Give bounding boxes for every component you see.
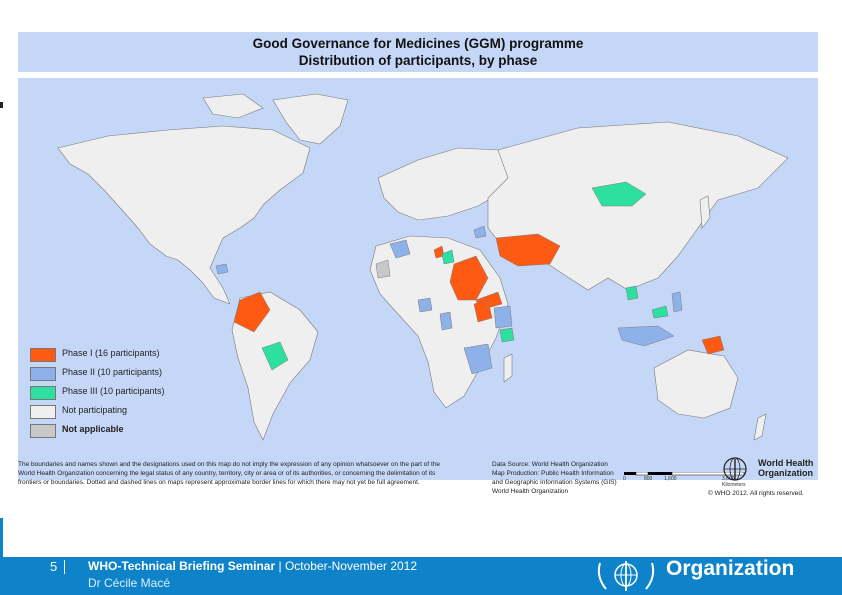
map-notes: The boundaries and names shown and the d… — [18, 457, 818, 508]
footer-who-logo: Organization — [594, 557, 834, 595]
who-emblem-icon — [723, 457, 747, 481]
slide-number: 5 — [50, 559, 58, 574]
africa — [369, 235, 509, 409]
phase3-kenya — [499, 327, 515, 343]
legend-label-not-participating: Not participating — [62, 405, 128, 415]
data-source-line-1: Data Source: World Health Organization — [492, 461, 608, 468]
legend-item-not-applicable: Not applicable — [30, 424, 230, 438]
phase2-mozambique — [463, 343, 493, 375]
who-name-line-1: World Health — [758, 458, 814, 468]
legend-item-phase3: Phase III (10 participants) — [30, 386, 230, 400]
phase2-armenia — [473, 225, 487, 239]
map-disclaimer: The boundaries and names shown and the d… — [18, 461, 441, 486]
madagascar — [503, 353, 513, 383]
scale-label-800: 800 — [644, 476, 653, 482]
phase1-sudan — [473, 299, 493, 323]
phase3-jordan — [441, 249, 455, 265]
legend-swatch-phase1 — [30, 348, 56, 362]
phase2-philippines — [671, 291, 683, 313]
phase3-mongolia — [591, 181, 647, 207]
map-subtitle: Distribution of participants, by phase — [298, 53, 538, 68]
legend-item-phase2: Phase II (10 participants) — [30, 367, 230, 381]
footer-accent-bar — [0, 518, 3, 558]
legend-swatch-not-participating — [30, 405, 56, 419]
legend-item-phase1: Phase I (16 participants) — [30, 348, 230, 362]
greenland — [272, 93, 349, 145]
phase1-png — [701, 335, 725, 355]
phase2-costa-rica — [215, 263, 229, 275]
who-name: World Health Organization — [758, 458, 813, 478]
slide-number-separator — [64, 560, 65, 574]
seminar-title: WHO-Technical Briefing Seminar | October… — [88, 559, 417, 573]
world-map-svg — [57, 93, 789, 441]
legend-label-not-applicable: Not applicable — [62, 424, 124, 434]
phase3-malaysia — [651, 305, 669, 319]
map-title: Good Governance for Medicines (GGM) prog… — [252, 36, 584, 51]
australia — [653, 349, 739, 419]
not-applicable-western-sahara — [375, 259, 391, 279]
phase2-indonesia — [617, 325, 675, 347]
legend-label-phase3: Phase III (10 participants) — [62, 386, 165, 396]
new-zealand — [753, 413, 767, 441]
who-laurel-icon — [597, 561, 655, 591]
legend-item-not-participating: Not participating — [30, 405, 230, 419]
data-source-line-4: World Health Organization — [492, 488, 569, 495]
north-america — [57, 125, 311, 305]
phase2-cameroon — [439, 311, 453, 331]
data-source: Data Source: World Health Organization M… — [492, 460, 692, 496]
data-source-line-2: Map Production: Public Health Informatio… — [492, 470, 614, 477]
scale-label-3600: 3,600 Kilometers — [722, 476, 746, 488]
scale-label-0: 0 — [623, 476, 626, 482]
seminar-dates: October-November 2012 — [284, 559, 418, 573]
data-source-line-3: and Geographic Information Systems (GIS) — [492, 479, 617, 486]
phase1-colombia — [233, 291, 271, 333]
phase3-cambodia — [625, 285, 639, 301]
seminar-separator: | — [278, 559, 285, 573]
who-logo: World Health Organization — [722, 456, 822, 482]
arctic-islands — [202, 93, 264, 119]
legend-swatch-phase3 — [30, 386, 56, 400]
legend-swatch-phase2 — [30, 367, 56, 381]
seminar-name: WHO-Technical Briefing Seminar — [88, 559, 276, 573]
legend-swatch-not-applicable — [30, 424, 56, 438]
map-title-band: Good Governance for Medicines (GGM) prog… — [18, 32, 818, 72]
copyright: © WHO 2012. All rights reserved. — [708, 490, 804, 497]
slide-footer: 5 WHO-Technical Briefing Seminar | Octob… — [0, 557, 842, 595]
japan — [699, 195, 711, 229]
scale-bar: 0 800 1,600 3,600 Kilometers — [623, 472, 754, 488]
world-map: Phase I (16 participants) Phase II (10 p… — [18, 78, 818, 488]
slide-edge-mark — [0, 102, 3, 108]
scale-bar-graphic — [624, 472, 745, 476]
phase3-bolivia — [261, 341, 289, 371]
phase1-iran-afghanistan — [495, 233, 561, 267]
phase2-morocco — [389, 239, 411, 259]
who-name-line-2: Organization — [758, 468, 814, 478]
footer-org-name: Organization — [666, 557, 795, 580]
presenter-name: Dr Cécile Macé — [88, 576, 171, 590]
map-frame: Good Governance for Medicines (GGM) prog… — [18, 32, 818, 508]
scale-label-1600: 1,600 — [664, 476, 677, 482]
phase2-burkina — [417, 297, 433, 313]
phase2-ethiopia — [493, 305, 513, 329]
legend-label-phase2: Phase II (10 participants) — [62, 367, 163, 377]
legend-label-phase1: Phase I (16 participants) — [62, 348, 160, 358]
